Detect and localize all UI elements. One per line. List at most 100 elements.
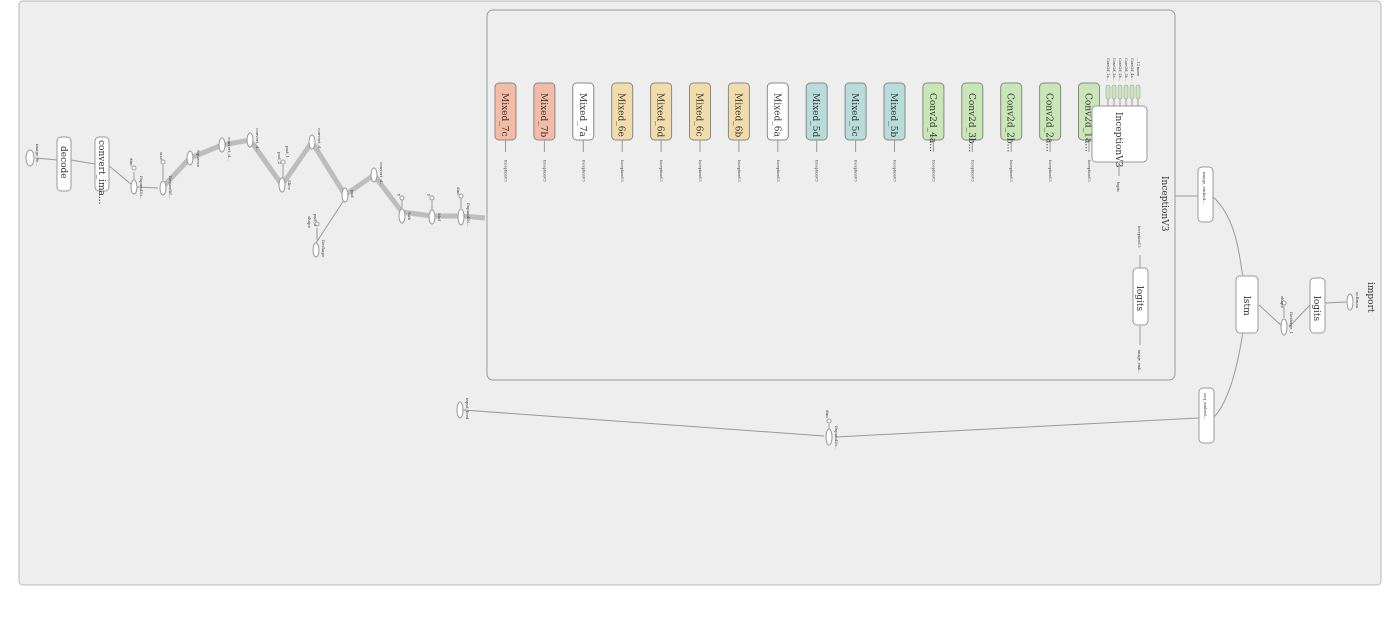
input-feed-label: input_feed <box>465 398 470 420</box>
shape-label: shape <box>307 216 312 229</box>
slice-label: Slice <box>287 180 292 191</box>
module-label-mixed-7b: Mixed_7b <box>538 93 548 137</box>
expand-dims2-node[interactable] <box>457 208 465 226</box>
size-node[interactable] <box>160 159 166 165</box>
lstm-label: lstm <box>1241 296 1251 316</box>
image-embedding-label: image_embed... <box>1202 172 1207 204</box>
pad-3-node[interactable] <box>314 221 320 227</box>
inceptionv3-group-box[interactable] <box>486 9 1176 381</box>
convert-d4-label: convert_d... <box>379 162 384 186</box>
size-label: size <box>159 152 164 160</box>
module-label-conv2d-2a: Conv2d_2a... <box>1044 93 1054 152</box>
resize-bilinear-label: ResizeBil... <box>168 176 173 199</box>
inceptionv3-inner: Conv2d_1a... Conv2d_2a... Conv2d_2b... Conv… <box>1091 58 1149 374</box>
logits-inner-node[interactable] <box>1132 267 1149 326</box>
module-label-mixed-5b: Mixed_5b <box>888 93 898 137</box>
module-label-mixed-6e: Mixed_6e <box>616 93 626 137</box>
y1-label: y <box>397 193 402 197</box>
inception-modules: Mixed_7c InceptionV3 Mixed_7b InceptionV3 Mi… <box>494 82 1100 182</box>
module-sublabel: InceptionV3 <box>815 160 819 182</box>
pad-node[interactable] <box>341 187 349 203</box>
inception-input-label: ...12 more <box>1136 58 1140 76</box>
inception-input-label: Conv2d_2b... <box>1118 58 1122 81</box>
module-sublabel: InceptionV3 <box>542 160 546 182</box>
mul-node[interactable] <box>428 209 436 225</box>
y2-node[interactable] <box>429 195 435 201</box>
dim3-label: dim <box>825 410 830 418</box>
inception-input-chip[interactable] <box>1135 84 1141 100</box>
module-label-mixed-5c: Mixed_5c <box>849 93 859 137</box>
module-sublabel: InceptionV3 <box>1048 160 1052 182</box>
logits-out-label: image_emb... <box>1137 350 1141 374</box>
preprocessing-chain: image_fe... decode convert_ima... dim Ex… <box>25 128 486 258</box>
dim2-node[interactable] <box>458 193 464 199</box>
module-sublabel: InceptionV3 <box>776 160 780 182</box>
module-sublabel: InceptionV3 <box>620 160 624 182</box>
decode-label: decode <box>58 146 68 179</box>
convert-d1-node[interactable] <box>218 137 226 153</box>
sub-label: Sub <box>407 212 412 220</box>
inceptionv3-block-node[interactable] <box>1091 105 1148 163</box>
image-feed-label: image_fe... <box>35 144 40 166</box>
softmax-node[interactable] <box>1346 293 1354 311</box>
convert-d2-label: convert_d... <box>255 128 260 152</box>
image-embedding-node[interactable] <box>1197 166 1214 223</box>
inception-input-chip[interactable] <box>1111 84 1117 100</box>
shape2-label: shape <box>1280 296 1285 309</box>
image-feed-node[interactable] <box>25 149 35 167</box>
expand-dims-node[interactable] <box>130 179 138 195</box>
inception-input-label: Conv2d_1a... <box>1106 58 1110 81</box>
seq-embedding-node[interactable] <box>1198 387 1215 444</box>
squeeze-node[interactable] <box>186 150 194 166</box>
slice-node[interactable] <box>278 177 286 193</box>
logits-inner-label: logits <box>1134 286 1144 312</box>
module-label-conv2d-4a: Conv2d_4a... <box>927 93 937 152</box>
convert-image-node[interactable] <box>94 136 110 192</box>
logits-final-node[interactable] <box>1309 277 1326 334</box>
inception-input-chip[interactable] <box>1123 84 1129 100</box>
pad-1-label: pad_1 <box>285 146 290 158</box>
convert-d2-node[interactable] <box>246 132 254 148</box>
import-group-label: import <box>1365 282 1375 313</box>
input-feed-node[interactable] <box>456 401 464 419</box>
logits-in-label: InceptionV3 <box>1137 226 1141 248</box>
inception-input-label: Conv2d_4a... <box>1130 58 1134 81</box>
dim3-node[interactable] <box>826 418 832 424</box>
inception-input-chip[interactable] <box>1117 84 1123 100</box>
module-label-conv2d-2b: Conv2d_2b... <box>1005 93 1015 152</box>
expand-dims-label: ExpandDi... <box>139 176 144 200</box>
inception-logits-label: logits <box>1116 182 1120 192</box>
inception-input-label: Conv2d_3b... <box>1124 58 1128 81</box>
convert-d4-node[interactable] <box>370 167 378 183</box>
module-label-mixed-5d: Mixed_5d <box>810 93 820 137</box>
expand-dims3-node[interactable] <box>825 428 833 446</box>
module-label-conv2d-1a: Conv2d_1a... <box>1083 93 1093 152</box>
seq-embedding-label: seq_embed... <box>1203 393 1208 419</box>
reshape-label: Reshape <box>321 240 326 258</box>
pad-1-node[interactable] <box>280 159 286 165</box>
convert-d3-node[interactable] <box>308 134 316 150</box>
reshape-node[interactable] <box>312 242 320 258</box>
dim-node[interactable] <box>131 165 137 171</box>
inception-input-chip[interactable] <box>1129 84 1135 100</box>
module-label-mixed-6d: Mixed_6d <box>655 93 665 137</box>
module-sublabel: InceptionV3 <box>1087 160 1091 182</box>
dim2-label: dim <box>456 187 461 195</box>
module-sublabel: InceptionV3 <box>1009 160 1013 182</box>
reshape-1-node[interactable] <box>1280 318 1288 336</box>
convert-d1-label: convert_d... <box>227 137 232 161</box>
softmax-label: softmax <box>1355 292 1360 309</box>
shape2-node[interactable] <box>1281 300 1287 306</box>
sub-node[interactable] <box>398 208 406 224</box>
decode-node[interactable] <box>56 136 72 192</box>
lstm-node[interactable] <box>1235 275 1259 334</box>
mul-label: Mul <box>437 213 442 222</box>
inception-input-chip[interactable] <box>1105 84 1111 100</box>
y1-node[interactable] <box>399 195 405 201</box>
resize-bilinear-node[interactable] <box>159 180 167 196</box>
logits-final-label: logits <box>1311 296 1321 322</box>
module-sublabel: InceptionV3 <box>737 160 741 182</box>
module-label-mixed-6b: Mixed_6b <box>732 93 742 137</box>
squeeze-label: Squeeze <box>196 150 201 168</box>
